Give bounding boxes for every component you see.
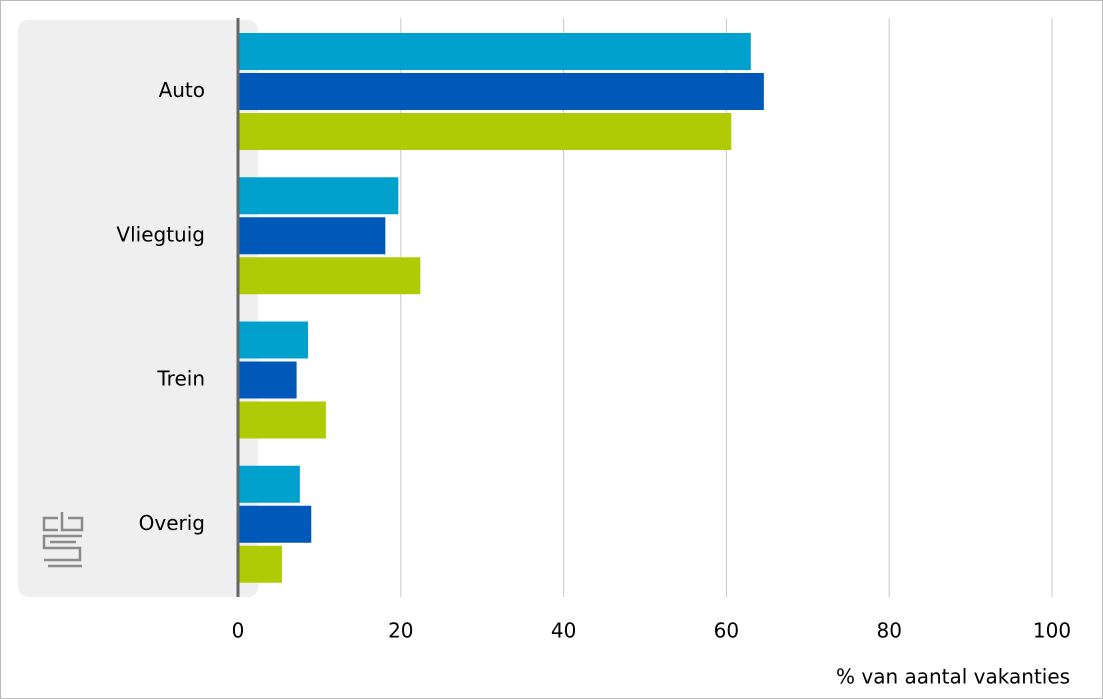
x-tick-label: 100 <box>1033 619 1071 643</box>
bar <box>238 401 326 439</box>
x-tick-label: 0 <box>232 619 245 643</box>
x-tick-label: 20 <box>388 619 413 643</box>
x-axis-label: % van aantal vakanties <box>836 665 1070 689</box>
bar <box>238 545 282 583</box>
bar <box>238 257 421 295</box>
bar <box>238 321 309 359</box>
bar <box>238 113 732 150</box>
bar <box>238 465 300 503</box>
category-label: Overig <box>139 511 205 535</box>
bar <box>238 33 751 70</box>
label-panel <box>18 20 258 597</box>
logo <box>42 512 84 568</box>
bar <box>238 73 764 110</box>
x-tick-label: 40 <box>551 619 576 643</box>
category-label: Auto <box>159 78 205 102</box>
x-tick-label: 60 <box>714 619 739 643</box>
bar <box>238 177 399 215</box>
bar <box>238 361 297 399</box>
bar <box>238 505 312 543</box>
x-tick-label: 80 <box>876 619 901 643</box>
bar <box>238 217 386 255</box>
category-label: Trein <box>156 367 205 391</box>
category-label: Vliegtuig <box>116 222 205 246</box>
